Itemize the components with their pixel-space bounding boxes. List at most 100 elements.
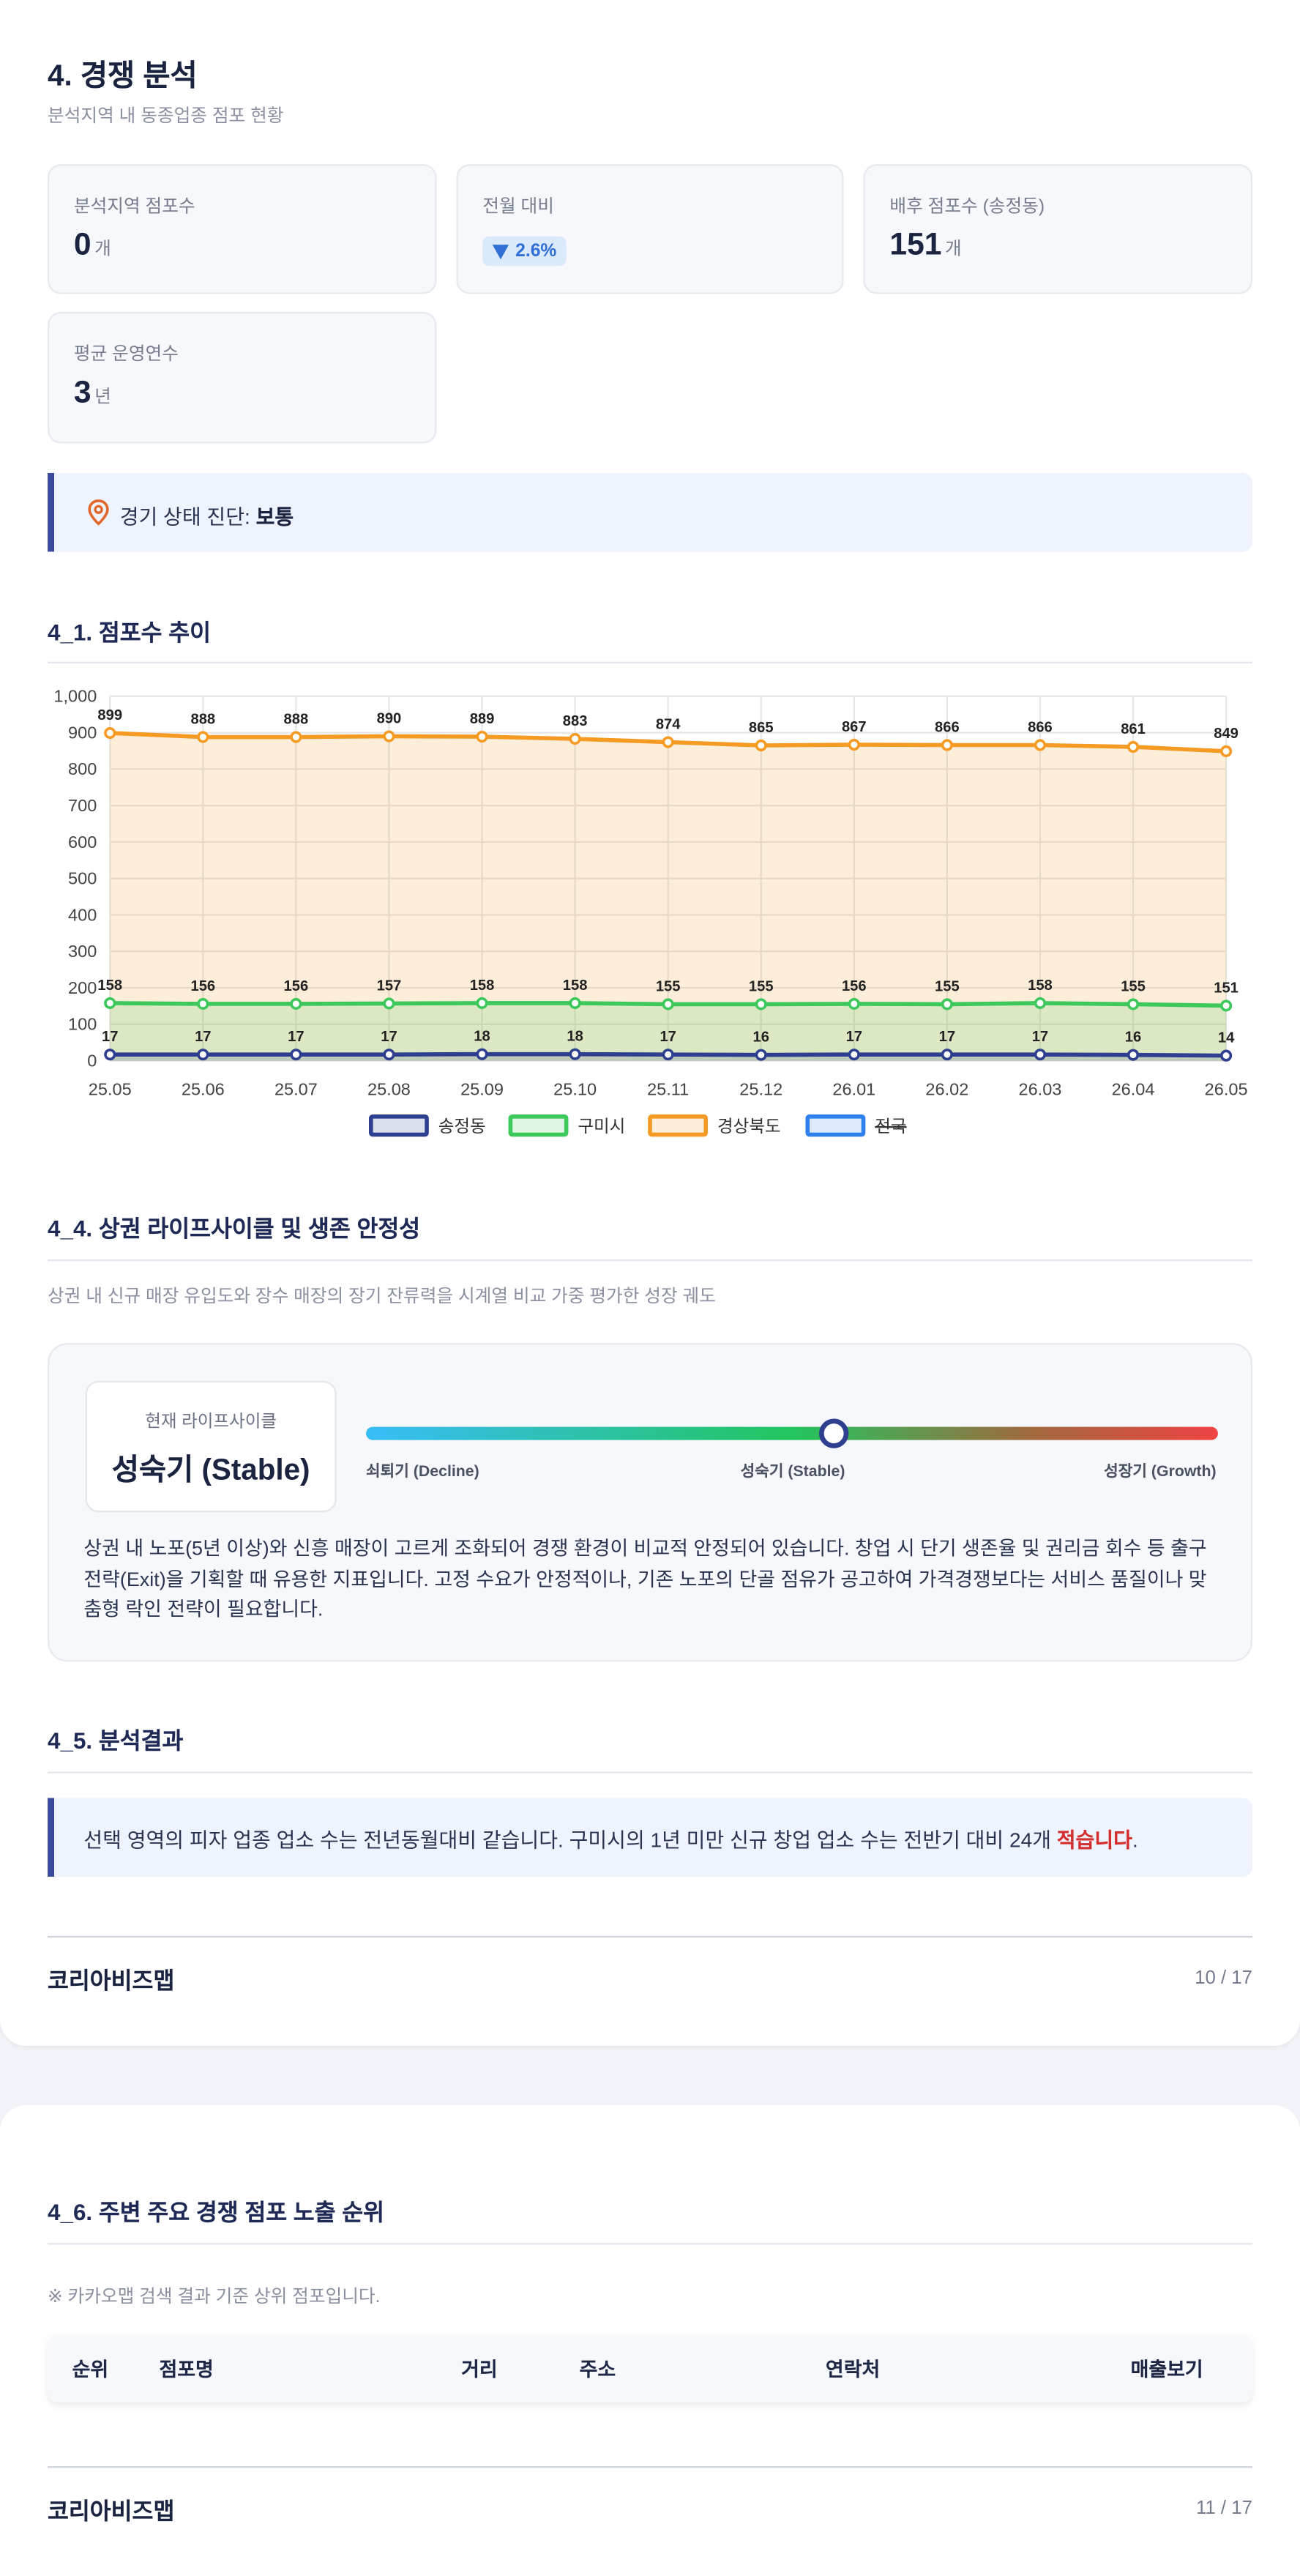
data-point — [1127, 998, 1140, 1010]
data-label: 888 — [190, 712, 215, 728]
stat-card: 배후 점포수 (송정동) 151 개 — [863, 164, 1252, 294]
data-point — [848, 1049, 860, 1061]
data-label: 865 — [749, 720, 774, 736]
data-label: 888 — [284, 712, 309, 728]
lifecycle-scale-label: 성장기 (Growth) — [1104, 1462, 1217, 1481]
data-label: 155 — [935, 979, 960, 995]
circle-shape — [94, 505, 103, 514]
data-label: 899 — [97, 707, 122, 723]
result-box: 선택 영역의 피자 업종 업소 수는 전년동월대비 같습니다. 구미시의 1년 … — [48, 1798, 1252, 1877]
x-tick-label: 26.04 — [1112, 1080, 1155, 1099]
data-label: 151 — [1214, 980, 1239, 996]
data-label: 158 — [1028, 978, 1053, 994]
table-header: 주소 — [579, 2358, 616, 2381]
data-point — [197, 997, 209, 1010]
lifecycle-scale-label: 성숙기 (Stable) — [740, 1462, 845, 1481]
stat-number: 151 — [889, 228, 942, 263]
stat-number: 2.6% — [515, 241, 557, 261]
section-rule — [48, 1771, 1252, 1773]
data-label: 16 — [1125, 1030, 1141, 1046]
lifecycle-box: 현재 라이프사이클 성숙기 (Stable) 쇠퇴기 (Decline) 성숙기… — [48, 1343, 1252, 1662]
page-title: 4. 경쟁 분석 — [48, 59, 198, 92]
data-label: 155 — [749, 979, 774, 995]
legend-swatch — [508, 1114, 569, 1137]
data-point — [197, 1049, 209, 1061]
result-highlight: 적습니다 — [1056, 1829, 1132, 1853]
data-point — [1034, 739, 1047, 751]
stat-number: 3 — [73, 376, 91, 411]
result-text: 선택 영역의 피자 업종 업소 수는 전년동월대비 같습니다. 구미시의 1년 … — [83, 1823, 1138, 1854]
legend-swatch — [368, 1114, 429, 1137]
legend-swatch — [648, 1114, 709, 1137]
legend-label: 경상북도 — [717, 1117, 781, 1136]
data-label: 156 — [284, 978, 309, 994]
section-title: 4_1. 점포수 추이 — [48, 619, 212, 646]
data-label: 17 — [195, 1029, 211, 1045]
tbody-shape: 순위 점포명 거리 주소 연락처 매출보기 — [48, 2335, 1252, 2402]
data-label: 874 — [656, 717, 681, 733]
x-tick-label: 26.03 — [1019, 1080, 1062, 1099]
data-point — [662, 998, 674, 1010]
y-tick-label: 500 — [68, 869, 97, 888]
data-label: 889 — [470, 711, 495, 727]
footer-brand: 코리아비즈맵 — [48, 2497, 175, 2524]
x-tick-label: 25.10 — [553, 1080, 597, 1099]
data-label: 883 — [563, 713, 588, 729]
x-tick-label: 26.01 — [832, 1080, 875, 1099]
data-point — [848, 997, 860, 1010]
data-point — [290, 731, 302, 743]
section-rule — [48, 1259, 1252, 1262]
lifecycle-current-label: 현재 라이프사이클 — [145, 1412, 277, 1432]
data-point — [476, 997, 488, 1010]
table-header: 순위 — [72, 2358, 109, 2381]
x-tick-label: 25.05 — [89, 1080, 132, 1099]
data-point — [1220, 745, 1233, 758]
y-tick-label: 800 — [68, 759, 97, 778]
table-header: 매출보기 — [1130, 2358, 1203, 2381]
x-tick-label: 25.12 — [739, 1080, 782, 1099]
data-point — [104, 997, 116, 1010]
lifecycle-bar — [366, 1426, 1218, 1440]
footer-rule — [48, 1935, 1252, 1938]
data-point — [1220, 1049, 1233, 1062]
data-point — [755, 1049, 767, 1061]
y-tick-label: 700 — [68, 796, 97, 815]
data-point — [476, 1048, 488, 1060]
y-tick-label: 100 — [68, 1015, 97, 1034]
y-tick-label: 400 — [68, 905, 97, 924]
data-label: 158 — [470, 978, 495, 994]
down-arrow-icon — [492, 245, 509, 260]
y-tick-label: 600 — [68, 833, 97, 852]
line-chart: 0 100 200 300 400 500 600 700 800 900 1,000 25.05 25… — [53, 687, 1248, 1137]
lifecycle-text: 상권 내 노포(5년 이상)와 신흥 매장이 고르게 조화되어 경쟁 환경이 비… — [83, 1536, 1207, 1621]
data-label: 157 — [377, 978, 402, 994]
data-point — [662, 1049, 674, 1061]
section-title: 4_6. 주변 주요 경쟁 점포 노출 순위 — [48, 2198, 385, 2225]
change-badge: 2.6% — [482, 236, 567, 267]
section-rule — [48, 661, 1252, 663]
lifecycle-marker — [818, 1418, 849, 1448]
stat-unit: 년 — [94, 387, 111, 408]
x-tick-label: 25.07 — [274, 1080, 318, 1099]
section-description: 상권 내 신규 매장 유입도와 장수 매장의 장기 잔류력을 시계열 비교 가중… — [48, 1287, 716, 1307]
stat-label: 배후 점포수 (송정동) — [889, 197, 1045, 217]
data-point — [197, 731, 209, 743]
data-point — [662, 736, 674, 748]
data-label: 18 — [567, 1029, 583, 1045]
table-header: 점포명 — [159, 2358, 214, 2381]
x-tick-label: 25.06 — [182, 1080, 225, 1099]
data-point — [1127, 1049, 1140, 1061]
legend: 송정동 구미시 경상북도 전국 — [368, 1114, 907, 1137]
stat-number: 0 — [73, 228, 91, 263]
data-label: 155 — [1121, 979, 1146, 995]
section-title: 4_5. 분석결과 — [48, 1727, 184, 1754]
data-label: 861 — [1121, 721, 1146, 737]
stat-label: 분석지역 점포수 — [73, 197, 195, 217]
stat-unit: 개 — [944, 239, 962, 260]
stat-value: 151 개 — [889, 228, 961, 264]
table-header-row: 순위 점포명 거리 주소 연락처 매출보기 — [48, 2335, 1252, 2402]
